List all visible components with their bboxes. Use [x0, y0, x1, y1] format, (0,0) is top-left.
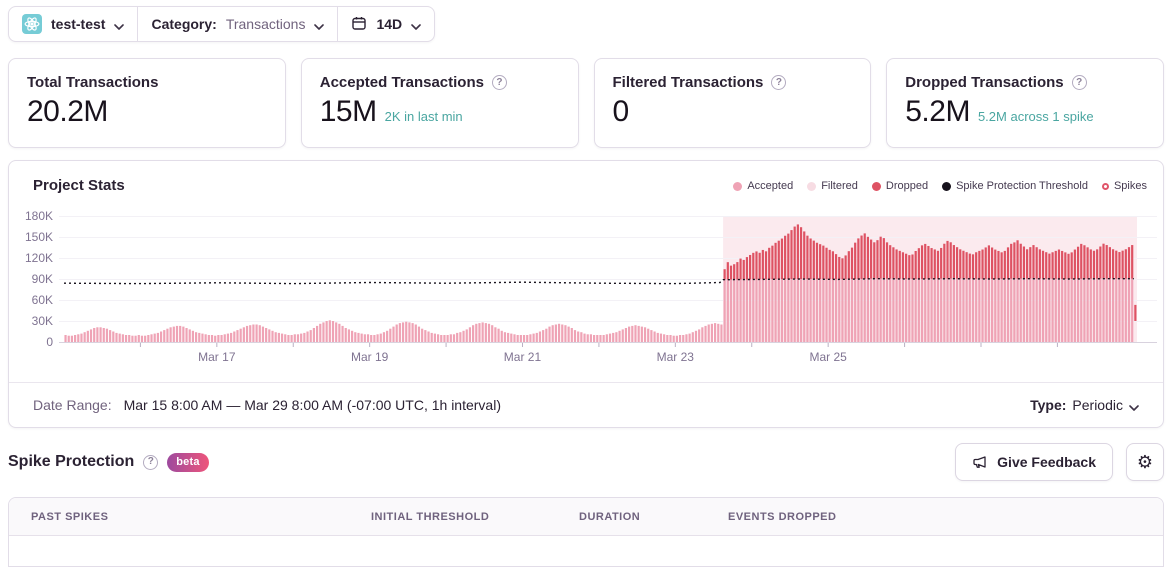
project-stats-panel: Project Stats Accepted Filtered Dropped Spi… [8, 160, 1164, 428]
col-events-dropped: EVENTS DROPPED [728, 510, 837, 523]
x-axis-label: Mar 19 [350, 350, 389, 364]
type-value: Periodic [1072, 397, 1123, 413]
type-label: Type: [1030, 397, 1067, 413]
divider [137, 7, 139, 41]
legend-item-filtered[interactable]: Filtered [807, 180, 858, 192]
y-axis-label: 90K [31, 272, 53, 286]
legend-item-dropped[interactable]: Dropped [871, 180, 929, 192]
card-dropped-transactions: Dropped Transactions ? 5.2M 5.2M across … [886, 58, 1164, 148]
beta-badge: beta [167, 452, 209, 472]
table-header-row: PAST SPIKES INITIAL THRESHOLD DURATION E… [9, 498, 1163, 536]
chevron-down-icon [1129, 398, 1139, 414]
card-value: 5.2M [905, 95, 970, 128]
project-name: test-test [51, 16, 106, 32]
y-axis-label: 0 [46, 335, 53, 349]
date-range-value: Mar 15 8:00 AM — Mar 29 8:00 AM (-07:00 … [123, 397, 501, 413]
settings-button[interactable]: ⚙ [1126, 443, 1164, 481]
date-range-label: Date Range: [33, 397, 112, 413]
card-value: 0 [612, 95, 630, 128]
past-spikes-table: PAST SPIKES INITIAL THRESHOLD DURATION E… [8, 497, 1164, 567]
date-range-row: Date Range: Mar 15 8:00 AM — Mar 29 8:00… [9, 382, 1163, 427]
x-axis-label: Mar 23 [656, 350, 694, 364]
legend-dot-icon [807, 181, 817, 191]
chevron-down-icon [114, 17, 125, 33]
chart-title: Project Stats [33, 177, 125, 194]
card-value: 20.2M [27, 95, 108, 128]
project-stats-chart[interactable] [59, 216, 1157, 348]
legend-dot-icon [942, 181, 952, 191]
spike-ring-icon [1101, 182, 1109, 190]
legend-label: Dropped [885, 180, 929, 192]
card-subtext: 2K in last min [384, 109, 463, 124]
help-icon[interactable]: ? [491, 75, 507, 90]
legend-label: Filtered [821, 180, 858, 192]
y-axis-label: 120K [24, 251, 53, 265]
card-title: Total Transactions [27, 74, 159, 91]
card-accepted-transactions: Accepted Transactions ? 15M 2K in last m… [300, 58, 579, 148]
project-selector[interactable]: test-test [9, 7, 137, 41]
give-feedback-label: Give Feedback [997, 454, 1096, 470]
category-selector[interactable]: Category: Transactions [138, 7, 337, 41]
legend-label: Spike Protection Threshold [956, 180, 1088, 192]
category-value: Transactions [225, 16, 306, 32]
legend-label: Spikes [1113, 180, 1147, 192]
legend-item-accepted[interactable]: Accepted [733, 180, 793, 192]
help-icon[interactable]: ? [771, 75, 787, 90]
chart-legend: Accepted Filtered Dropped Spike Protection … [733, 180, 1147, 192]
legend-item-spike-protection-threshold[interactable]: Spike Protection Threshold [942, 180, 1088, 192]
legend-dot-icon [733, 181, 743, 191]
stat-cards-row: Total Transactions 20.2M Accepted Transa… [8, 58, 1164, 148]
x-axis-label: Mar 25 [809, 350, 847, 364]
divider [337, 7, 339, 41]
chevron-down-icon [411, 17, 421, 33]
gear-icon: ⚙ [1136, 451, 1154, 473]
calendar-icon [351, 15, 367, 34]
megaphone-icon [972, 454, 988, 470]
type-selector[interactable]: Type: Periodic [1030, 397, 1139, 414]
y-axis-label: 150K [24, 230, 53, 244]
card-title: Accepted Transactions ? [320, 74, 560, 91]
help-icon[interactable]: ? [1071, 75, 1087, 90]
legend-item-spikes[interactable]: Spikes [1101, 180, 1147, 192]
card-total-transactions: Total Transactions 20.2M [8, 58, 286, 148]
project-platform-icon [22, 14, 42, 34]
legend-dot-icon [871, 181, 881, 191]
col-past-spikes: PAST SPIKES [31, 510, 109, 523]
spike-protection-header: Spike Protection ? beta Give Feedback ⚙ [8, 442, 1164, 482]
date-range-value: 14D [376, 16, 403, 32]
card-title: Filtered Transactions ? [613, 74, 853, 91]
y-axis-label: 180K [24, 209, 53, 223]
card-value: 15M [319, 95, 377, 128]
y-axis-label: 60K [31, 293, 53, 307]
legend-label: Accepted [747, 180, 794, 192]
card-subtext: 5.2M across 1 spike [977, 109, 1094, 124]
card-title: Dropped Transactions ? [905, 74, 1145, 91]
help-icon[interactable]: ? [143, 454, 159, 470]
give-feedback-button[interactable]: Give Feedback [955, 443, 1113, 481]
x-axis-label: Mar 17 [198, 350, 236, 364]
col-initial-threshold: INITIAL THRESHOLD [371, 510, 490, 523]
date-range-selector[interactable]: 14D [338, 7, 434, 41]
x-axis-label: Mar 21 [503, 350, 542, 364]
category-label: Category: [151, 16, 217, 32]
card-filtered-transactions: Filtered Transactions ? 0 [593, 58, 872, 148]
project-stats-page: { "topbar": { "project": "test-test", "c… [8, 6, 1164, 567]
page-filter-bar: test-test Category: Transactions 14D [8, 6, 436, 42]
section-title: Spike Protection [8, 453, 135, 470]
y-axis-label: 30K [31, 314, 53, 328]
chevron-down-icon [314, 17, 325, 33]
col-duration: DURATION [579, 510, 641, 523]
